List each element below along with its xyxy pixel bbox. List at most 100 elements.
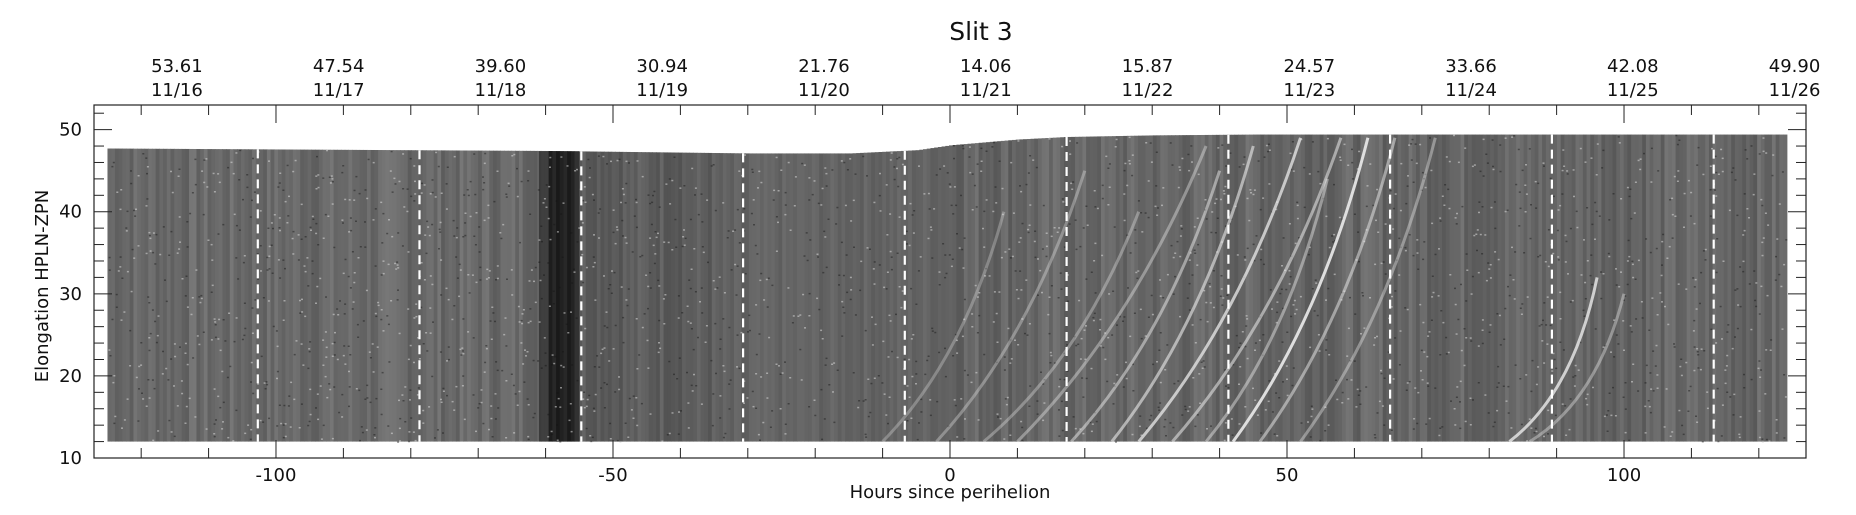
texture-speck: [317, 244, 320, 246]
texture-speck: [1203, 366, 1206, 368]
map-strip: [1078, 136, 1084, 442]
texture-speck: [963, 237, 966, 239]
texture-speck: [428, 406, 431, 408]
top-axis-date: 11/20: [798, 80, 850, 101]
texture-speck: [901, 290, 904, 292]
texture-speck: [784, 361, 786, 363]
map-strip: [911, 150, 917, 442]
texture-speck: [734, 263, 737, 266]
texture-speck: [1238, 383, 1240, 385]
bright-streak: [1016, 145, 1208, 443]
texture-speck: [184, 295, 187, 297]
texture-speck: [1641, 317, 1644, 319]
texture-speck: [1050, 235, 1053, 238]
texture-speck: [1360, 333, 1362, 335]
texture-speck: [683, 229, 685, 231]
texture-speck: [135, 208, 137, 210]
map-strip: [1067, 136, 1072, 442]
texture-speck: [1136, 277, 1139, 280]
texture-speck: [516, 404, 519, 406]
texture-speck: [734, 229, 737, 231]
map-strip: [1775, 134, 1780, 442]
texture-speck: [1706, 391, 1709, 393]
map-strip: [307, 149, 312, 442]
texture-speck: [1020, 289, 1023, 291]
texture-speck: [513, 153, 516, 156]
texture-speck: [700, 287, 703, 289]
map-strip: [974, 143, 980, 442]
texture-speck: [1676, 143, 1679, 146]
texture-speck: [581, 253, 584, 256]
texture-speck: [529, 308, 532, 310]
map-strip: [185, 148, 190, 442]
texture-speck: [931, 327, 934, 330]
map-strip: [341, 149, 346, 442]
map-strip: [507, 150, 513, 442]
texture-speck: [1649, 372, 1652, 374]
texture-speck: [130, 290, 133, 293]
texture-speck: [983, 246, 986, 248]
texture-speck: [331, 203, 334, 205]
texture-speck: [283, 404, 286, 407]
texture-speck: [1434, 253, 1437, 256]
texture-speck: [1683, 192, 1686, 195]
texture-speck: [1254, 342, 1257, 344]
texture-speck: [801, 162, 804, 165]
texture-speck: [588, 176, 591, 179]
texture-speck: [1058, 435, 1061, 437]
texture-speck: [162, 226, 165, 228]
texture-speck: [723, 292, 726, 294]
texture-speck: [878, 194, 881, 197]
texture-speck: [956, 436, 959, 438]
texture-speck: [479, 266, 482, 269]
texture-speck: [897, 185, 900, 188]
texture-speck: [1398, 237, 1401, 240]
texture-speck: [1453, 134, 1455, 137]
texture-speck: [355, 388, 358, 390]
texture-speck: [1602, 346, 1605, 348]
texture-speck: [1459, 401, 1461, 403]
texture-speck: [1361, 292, 1364, 294]
texture-speck: [663, 241, 666, 243]
map-strip: [1479, 134, 1484, 442]
texture-speck: [510, 373, 513, 375]
map-strip: [1553, 134, 1558, 442]
texture-speck: [569, 403, 572, 405]
texture-speck: [445, 287, 448, 290]
texture-speck: [148, 337, 151, 339]
texture-speck: [1765, 349, 1768, 351]
texture-speck: [117, 270, 120, 272]
y-tick-label: 30: [59, 284, 82, 305]
texture-speck: [530, 269, 533, 271]
texture-speck: [1390, 429, 1393, 431]
map-strip: [1419, 134, 1425, 442]
texture-speck: [1465, 300, 1468, 302]
texture-speck: [1652, 350, 1655, 352]
texture-speck: [1362, 295, 1364, 297]
map-strip: [815, 153, 820, 442]
texture-speck: [784, 423, 787, 425]
map-strip: [1223, 134, 1228, 442]
map-strip: [1134, 135, 1139, 442]
texture-speck: [458, 263, 461, 266]
texture-speck: [1538, 325, 1541, 327]
texture-speck: [1688, 390, 1691, 392]
texture-speck: [1406, 185, 1409, 187]
texture-speck: [977, 419, 980, 421]
texture-speck: [147, 296, 150, 298]
texture-speck: [1503, 338, 1506, 340]
texture-speck: [1417, 268, 1420, 270]
texture-speck: [1253, 189, 1256, 191]
texture-speck: [831, 169, 834, 171]
texture-speck: [1179, 255, 1182, 258]
texture-speck: [1617, 343, 1620, 345]
texture-speck: [1290, 168, 1293, 171]
texture-speck: [268, 255, 271, 257]
texture-speck: [1347, 327, 1350, 330]
texture-speck: [265, 381, 268, 383]
texture-speck: [950, 265, 953, 268]
map-strip: [926, 148, 932, 442]
bright-streak: [1070, 170, 1222, 443]
texture-speck: [1028, 224, 1031, 226]
map-strip: [1601, 134, 1606, 442]
